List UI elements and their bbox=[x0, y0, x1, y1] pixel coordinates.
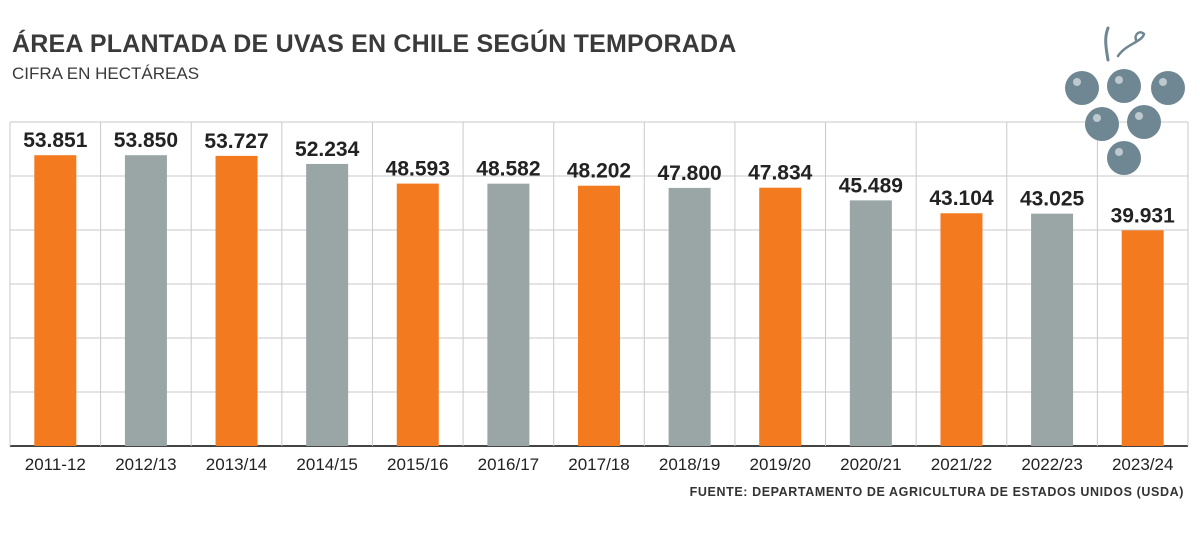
x-tick-labels: 2011-12 2012/13 2013/14 2014/15 2015/16 2016/… bbox=[25, 455, 1174, 474]
x-tick-label: 2020/21 bbox=[840, 455, 901, 474]
x-tick-label: 2012/13 bbox=[115, 455, 176, 474]
bar-2015/16 bbox=[396, 183, 439, 447]
bar-2016/17 bbox=[487, 183, 530, 446]
value-label: 53.850 bbox=[114, 129, 178, 152]
value-label: 43.025 bbox=[1020, 188, 1085, 211]
chart-source: FUENTE: DEPARTAMENTO DE AGRICULTURA DE E… bbox=[689, 485, 1184, 499]
chart-title: ÁREA PLANTADA DE UVAS EN CHILE SEGÚN TEM… bbox=[12, 30, 737, 58]
bar-2018/19 bbox=[668, 187, 711, 446]
bar-2017/18 bbox=[578, 185, 620, 446]
value-label: 48.582 bbox=[476, 158, 540, 181]
value-label: 45.489 bbox=[839, 174, 903, 197]
x-tick-label: 2021/22 bbox=[931, 455, 992, 474]
x-tick-label: 2022/23 bbox=[1021, 455, 1082, 474]
x-tick-label: 2011-12 bbox=[25, 455, 86, 474]
value-labels: 53.851 53.850 53.727 52.234 48.593 48.582 48.2… bbox=[23, 129, 1175, 227]
bar-2011-12 bbox=[34, 155, 77, 447]
bar-2022/23 bbox=[1031, 213, 1074, 446]
value-label: 47.800 bbox=[657, 162, 721, 185]
value-label: 43.104 bbox=[929, 187, 994, 210]
value-label: 48.202 bbox=[567, 160, 631, 183]
value-label: 53.851 bbox=[23, 129, 88, 152]
bar-2019/20 bbox=[759, 187, 802, 446]
x-tick-label: 2014/15 bbox=[296, 455, 357, 474]
bar-2021/22 bbox=[940, 213, 983, 446]
bar-2012/13 bbox=[124, 155, 167, 446]
bar-2013/14 bbox=[215, 155, 258, 446]
value-label: 53.727 bbox=[204, 130, 268, 153]
x-tick-label: 2018/19 bbox=[659, 455, 720, 474]
bar-2020/21 bbox=[849, 200, 892, 446]
value-label: 52.234 bbox=[295, 138, 360, 161]
bar-2023/24 bbox=[1121, 230, 1164, 446]
value-label: 48.593 bbox=[386, 158, 450, 181]
x-tick-label: 2015/16 bbox=[387, 455, 448, 474]
grape-icon bbox=[1065, 26, 1185, 175]
x-tick-label: 2017/18 bbox=[568, 455, 629, 474]
x-tick-label: 2013/14 bbox=[206, 455, 267, 474]
x-tick-label: 2016/17 bbox=[478, 455, 539, 474]
bar-2014/15 bbox=[306, 163, 349, 446]
value-label: 39.931 bbox=[1111, 204, 1176, 227]
value-label: 47.834 bbox=[748, 162, 813, 185]
x-tick-label: 2019/20 bbox=[750, 455, 811, 474]
bars bbox=[34, 155, 1164, 447]
chart-subtitle: CIFRA EN HECTÁREAS bbox=[12, 64, 200, 83]
x-tick-label: 2023/24 bbox=[1112, 455, 1173, 474]
